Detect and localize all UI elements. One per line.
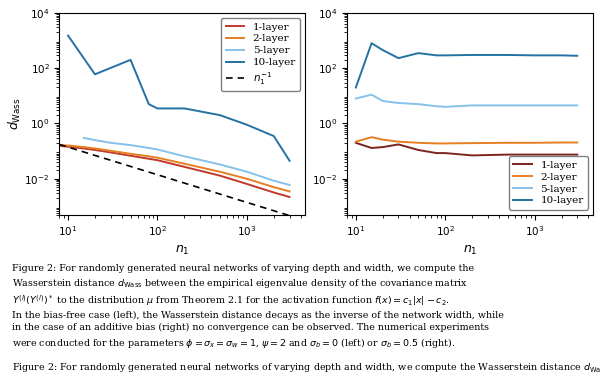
Text: Figure 2: For randomly generated neural networks of varying depth and width, we : Figure 2: For randomly generated neural … xyxy=(12,264,504,350)
Y-axis label: $d_{\rm Wass}$: $d_{\rm Wass}$ xyxy=(7,98,23,130)
Legend: 1-layer, 2-layer, 5-layer, 10-layer, $n_1^{-1}$: 1-layer, 2-layer, 5-layer, 10-layer, $n_… xyxy=(221,18,300,91)
X-axis label: $n_1$: $n_1$ xyxy=(175,244,190,257)
Legend: 1-layer, 2-layer, 5-layer, 10-layer: 1-layer, 2-layer, 5-layer, 10-layer xyxy=(509,156,588,210)
Text: Figure 2: For randomly generated neural networks of varying depth and width, we : Figure 2: For randomly generated neural … xyxy=(12,360,600,375)
X-axis label: $n_1$: $n_1$ xyxy=(463,244,478,257)
